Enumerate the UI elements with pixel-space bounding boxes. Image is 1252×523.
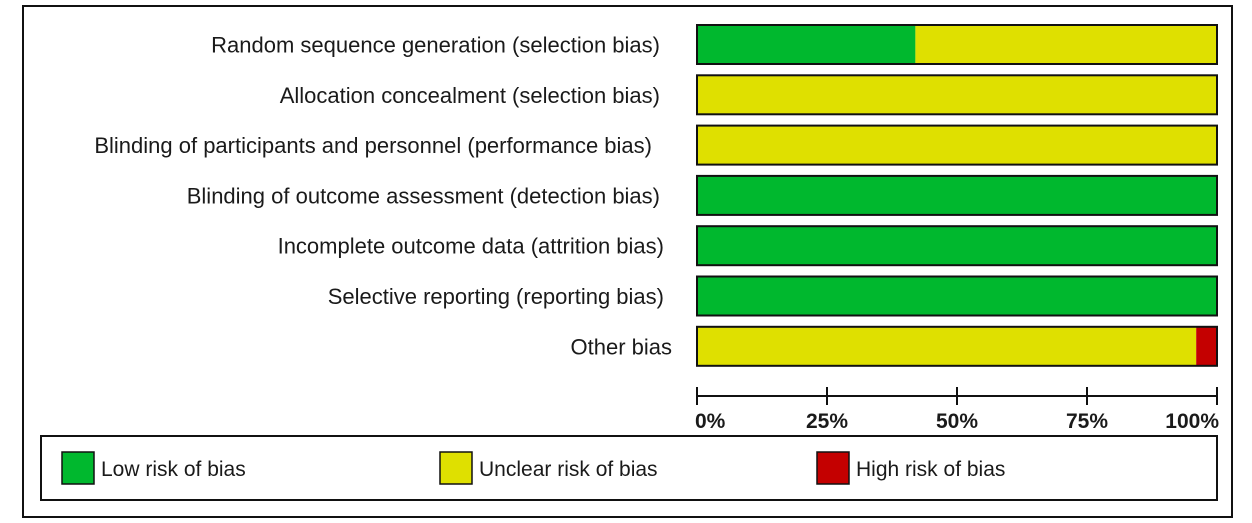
legend-swatch <box>816 451 850 485</box>
bar-outline <box>696 275 1218 317</box>
bar-segment <box>697 125 1217 165</box>
bar-segment <box>697 75 1217 115</box>
category-label: Other bias <box>571 334 673 359</box>
x-tick-label: 50% <box>936 410 978 433</box>
category-label: Random sequence generation (selection bi… <box>211 33 660 58</box>
category-label: Blinding of outcome assessment (detectio… <box>187 183 660 208</box>
category-label: Blinding of participants and personnel (… <box>94 133 652 158</box>
bar-segment <box>697 276 1217 316</box>
x-tick-label: 25% <box>806 410 848 433</box>
bar-segment <box>915 25 1217 64</box>
x-tick-label: 75% <box>1066 410 1108 433</box>
legend-label: High risk of bias <box>856 458 1005 481</box>
bar-segment <box>1196 326 1217 366</box>
category-label: Incomplete outcome data (attrition bias) <box>278 234 664 259</box>
category-label: Allocation concealment (selection bias) <box>280 83 660 108</box>
bar-segment <box>697 175 1217 215</box>
bar-outline <box>696 24 1218 65</box>
bar-segment <box>697 226 1217 266</box>
bar-outline <box>696 124 1218 166</box>
bar-outline <box>696 174 1218 216</box>
legend-label: Low risk of bias <box>101 458 246 481</box>
bars <box>696 24 1218 367</box>
legend-box <box>40 435 1218 501</box>
legend-swatch <box>439 451 473 485</box>
x-axis: 0% 25% 50% 75% 100% <box>695 387 1219 433</box>
legend: Low risk of bias Unclear risk of bias High… <box>40 435 1218 501</box>
bar-segment <box>697 25 916 64</box>
bar-segment <box>697 326 1197 366</box>
category-label: Selective reporting (reporting bias) <box>328 284 664 309</box>
bar-outline <box>696 325 1218 367</box>
x-tick-label: 0% <box>695 410 726 433</box>
legend-swatch <box>61 451 95 485</box>
category-labels: Random sequence generation (selection bi… <box>94 33 672 360</box>
legend-label: Unclear risk of bias <box>479 458 658 481</box>
x-tick-label: 100% <box>1165 410 1219 433</box>
bar-outline <box>696 74 1218 116</box>
bar-outline <box>696 225 1218 267</box>
